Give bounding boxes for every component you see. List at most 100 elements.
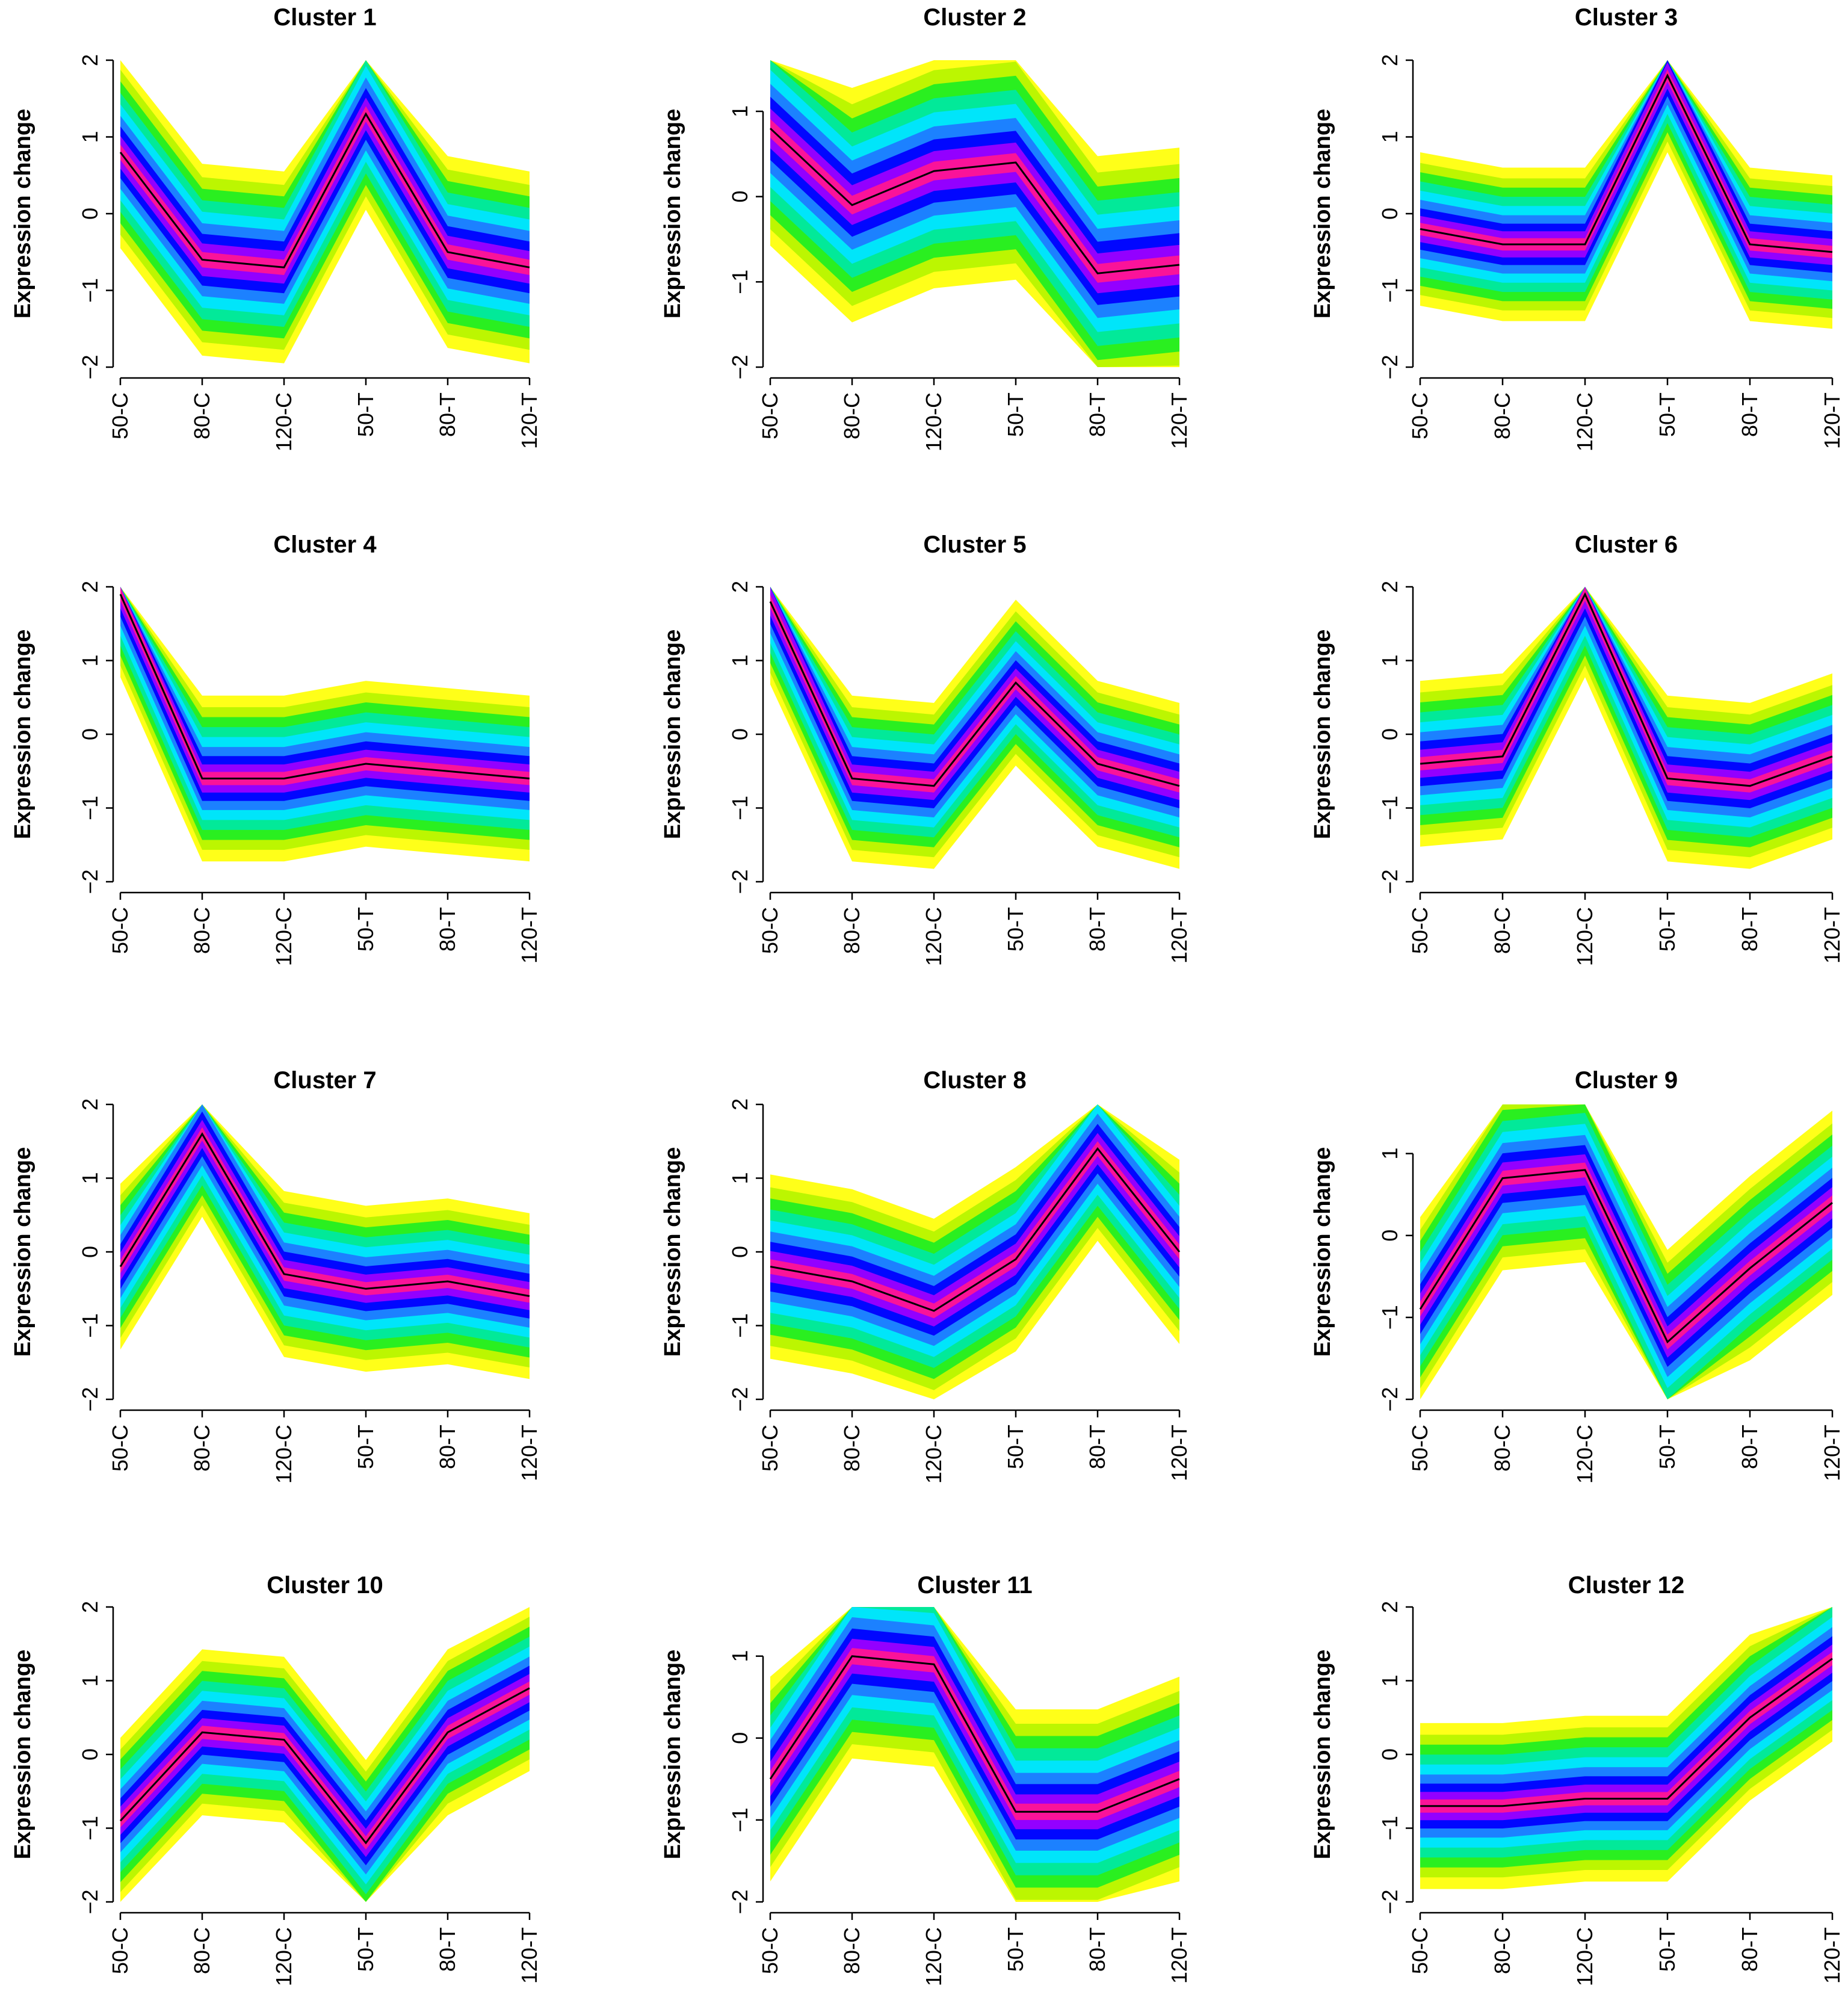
x-tick-label: 120-T [1167, 1425, 1191, 1481]
x-tick-label: 80-C [190, 1425, 214, 1472]
centroid-line [769, 128, 1180, 274]
x-tick-label: 80-C [190, 1927, 214, 1974]
y-tick-label: −1 [1377, 1816, 1402, 1841]
x-tick-label: 120-T [517, 907, 542, 964]
y-tick-label: −1 [78, 1313, 102, 1338]
x-tick-label: 120-T [1167, 1927, 1191, 1984]
y-tick-label: −1 [728, 270, 752, 294]
y-tick-label: 0 [728, 191, 752, 203]
cluster-panel: −2 −1 0 1 2 50-C 80-C 120-C 50-T 80-T 120-T Express… [660, 1067, 1191, 1484]
y-tick-label: −2 [1377, 1387, 1402, 1411]
y-axis-label: Expression change [660, 1650, 685, 1859]
y-tick-label: 1 [1377, 131, 1402, 143]
centroid-line [1420, 73, 1833, 253]
centroid-line [119, 112, 530, 268]
y-tick-label: 1 [728, 1650, 752, 1662]
y-axis-label: Expression change [1310, 1650, 1335, 1859]
y-axis-label: Expression change [660, 109, 685, 318]
y-axis-label: Expression change [10, 1650, 36, 1859]
centroid-line [769, 601, 1180, 787]
y-tick-label: 2 [1377, 54, 1402, 66]
cluster-title: Cluster 6 [1575, 531, 1678, 558]
x-tick-label: 80-T [435, 392, 460, 437]
cluster-title: Cluster 3 [1575, 4, 1678, 31]
profile-band [770, 1648, 1179, 1820]
y-tick-label: 2 [78, 581, 102, 593]
y-axis-label: Expression change [10, 1147, 36, 1357]
x-tick-label: 120-C [1572, 1927, 1597, 1986]
cluster-title: Cluster 1 [273, 4, 376, 31]
y-tick-label: −2 [728, 869, 752, 894]
x-tick-label: 50-C [108, 1425, 132, 1472]
profile-band [1420, 587, 1832, 793]
y-tick-label: −2 [728, 354, 752, 379]
x-tick-label: 120-T [1820, 1927, 1844, 1984]
centroid-line [119, 593, 530, 779]
y-tick-label: 2 [78, 1601, 102, 1613]
y-tick-label: 2 [78, 54, 102, 66]
x-tick-label: 80-C [839, 1927, 864, 1974]
x-tick-label: 50-T [1655, 1425, 1680, 1469]
y-tick-label: 1 [1377, 654, 1402, 666]
x-tick-label: 80-T [1737, 1425, 1762, 1469]
y-axis-label: Expression change [660, 1147, 685, 1357]
profile-band [770, 119, 1179, 283]
centroid-line [1420, 592, 1833, 787]
cluster-title: Cluster 11 [917, 1572, 1032, 1599]
x-tick-label: 120-T [517, 1927, 542, 1984]
cluster-title: Cluster 12 [1568, 1572, 1684, 1599]
cluster-panel: −2 −1 0 1 2 50-C 80-C 120-C 50-T 80-T 120-T Express… [660, 531, 1191, 966]
y-tick-label: 0 [1377, 208, 1402, 220]
y-tick-label: 0 [78, 208, 102, 220]
x-tick-label: 120-T [1820, 1425, 1844, 1481]
x-tick-label: 50-T [353, 907, 378, 952]
profile-band [1420, 69, 1832, 259]
y-tick-label: −1 [728, 1807, 752, 1832]
y-tick-label: 0 [1377, 1748, 1402, 1760]
y-tick-label: 1 [78, 654, 102, 666]
y-tick-label: 2 [728, 581, 752, 593]
cluster-panel: −2 −1 0 1 2 50-C 80-C 120-C 50-T 80-T 120-T Express… [1310, 1572, 1844, 1986]
x-tick-label: 120-C [1572, 1425, 1597, 1484]
cluster-panel: −2 −1 0 1 2 50-C 80-C 120-C 50-T 80-T 120-T Express… [1310, 531, 1844, 966]
y-tick-label: −1 [1377, 796, 1402, 820]
x-tick-label: 80-T [435, 1425, 460, 1469]
y-tick-label: 1 [1377, 1674, 1402, 1686]
x-tick-label: 120-C [271, 392, 296, 451]
x-tick-label: 120-C [921, 907, 946, 966]
y-tick-label: 0 [1377, 1230, 1402, 1242]
centroid-line [1419, 1169, 1833, 1344]
x-tick-label: 80-T [435, 907, 460, 952]
x-tick-label: 80-T [1085, 907, 1110, 952]
y-tick-label: −1 [78, 278, 102, 303]
y-tick-label: 0 [728, 1246, 752, 1258]
x-tick-label: 80-T [1085, 1927, 1110, 1972]
x-tick-label: 80-T [1737, 907, 1762, 952]
y-tick-label: −1 [78, 1816, 102, 1841]
x-tick-label: 50-C [758, 392, 782, 439]
x-tick-label: 80-T [1737, 1927, 1762, 1972]
cluster-panel: −2 −1 0 1 50-C 80-C 120-C 50-T 80-T 120-T Expressi… [660, 4, 1191, 451]
y-tick-label: 2 [728, 1098, 752, 1110]
y-tick-label: 0 [728, 728, 752, 740]
x-tick-label: 50-T [353, 1927, 378, 1972]
x-tick-label: 50-T [1655, 1927, 1680, 1972]
y-tick-label: −1 [728, 796, 752, 820]
profile-band [770, 1141, 1179, 1319]
y-tick-label: −2 [78, 1387, 102, 1411]
y-tick-label: 1 [1377, 1148, 1402, 1160]
x-tick-label: 120-T [517, 392, 542, 449]
x-tick-label: 80-C [1490, 907, 1515, 954]
centroid-line [769, 1655, 1180, 1813]
x-tick-label: 50-T [1655, 907, 1680, 952]
x-tick-label: 50-C [108, 1927, 132, 1974]
cluster-title: Cluster 7 [273, 1067, 376, 1094]
y-tick-label: −2 [1377, 354, 1402, 379]
y-tick-label: −1 [78, 796, 102, 820]
x-tick-label: 80-C [1490, 1425, 1515, 1472]
centroid-line [770, 1147, 1181, 1312]
y-tick-label: −2 [78, 1889, 102, 1914]
centroid-line [119, 1687, 530, 1845]
y-tick-label: −1 [728, 1313, 752, 1338]
